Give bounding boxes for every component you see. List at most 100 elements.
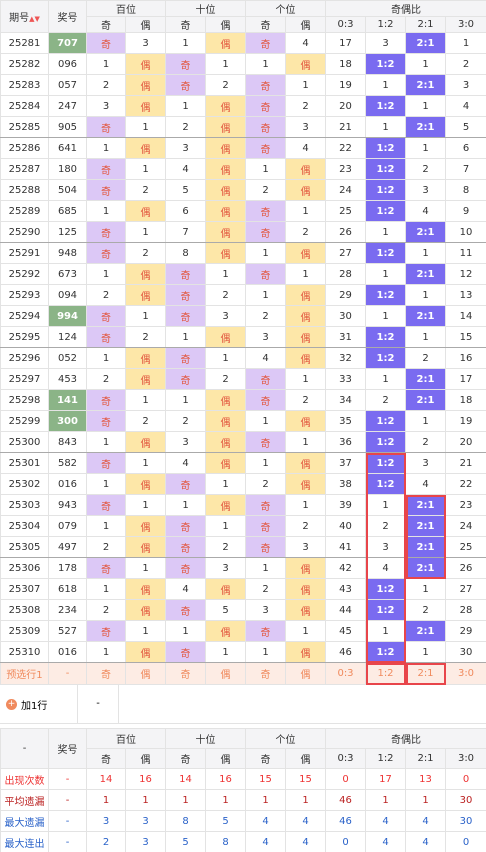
trend-cell: 1 bbox=[245, 284, 286, 306]
trend-cell: 1 bbox=[245, 242, 286, 264]
trend-cell: 偶 bbox=[125, 95, 166, 117]
issue-header[interactable]: 期号 bbox=[9, 13, 30, 24]
issue: 25300 bbox=[0, 431, 49, 453]
trend-cell: 奇 bbox=[245, 431, 286, 453]
trend-cell: 2:1 bbox=[405, 620, 446, 642]
trend-cell: 偶 bbox=[285, 557, 326, 579]
sub-header: 1:2 bbox=[365, 748, 406, 769]
trend-cell: 奇 bbox=[86, 452, 126, 474]
add-icon[interactable]: + bbox=[6, 698, 17, 710]
winning-number: 905 bbox=[48, 116, 87, 138]
trend-cell: 奇 bbox=[165, 557, 206, 579]
preselect-cell[interactable]: 偶 bbox=[125, 662, 166, 685]
sub-header: 奇 bbox=[86, 748, 126, 769]
stats-cell: 1 bbox=[205, 789, 246, 811]
stats-cell: 1 bbox=[165, 789, 206, 811]
stats-cell: 14 bbox=[86, 768, 126, 790]
trend-cell: 2 bbox=[86, 284, 126, 306]
trend-cell: 1 bbox=[285, 368, 326, 390]
trend-cell: 1 bbox=[365, 263, 406, 285]
trend-cell: 43 bbox=[325, 578, 366, 600]
winning-number: 943 bbox=[48, 494, 87, 516]
trend-cell: 1 bbox=[86, 200, 126, 222]
preselect-cell[interactable]: 偶 bbox=[205, 662, 246, 685]
trend-cell: 偶 bbox=[125, 578, 166, 600]
trend-cell: 偶 bbox=[205, 116, 246, 138]
stats-cell: 0 bbox=[445, 831, 486, 852]
issue: 25297 bbox=[0, 368, 49, 390]
winning-number: 504 bbox=[48, 179, 87, 201]
trend-cell: 1 bbox=[86, 137, 126, 159]
add-row-label[interactable]: 加1行 bbox=[21, 700, 48, 712]
trend-cell: 1:2 bbox=[365, 200, 406, 222]
trend-cell: 偶 bbox=[285, 158, 326, 180]
issue: 25307 bbox=[0, 578, 49, 600]
data-row: 25287 180 奇 1 4 偶 1 偶 23 1:2 2 7 bbox=[0, 158, 486, 180]
issue: 25308 bbox=[0, 599, 49, 621]
preselect-cell[interactable]: 3:0 bbox=[445, 662, 486, 685]
stats-number: - bbox=[48, 810, 87, 832]
preselect-cell[interactable]: 奇 bbox=[165, 662, 206, 685]
preselect-label[interactable]: 预选行1 bbox=[0, 662, 49, 685]
trend-cell: 46 bbox=[325, 641, 366, 663]
issue: 25306 bbox=[0, 557, 49, 579]
trend-cell: 3 bbox=[165, 431, 206, 453]
trend-cell: 1 bbox=[86, 578, 126, 600]
data-row: 25307 618 1 偶 4 偶 2 偶 43 1:2 1 27 bbox=[0, 578, 486, 600]
trend-cell: 2:1 bbox=[405, 116, 446, 138]
trend-cell: 7 bbox=[445, 158, 486, 180]
preselect-cell[interactable]: 奇 bbox=[86, 662, 126, 685]
sub-header: 奇 bbox=[165, 16, 206, 33]
trend-cell: 4 bbox=[445, 95, 486, 117]
trend-cell: 偶 bbox=[125, 368, 166, 390]
trend-cell: 偶 bbox=[125, 431, 166, 453]
stats-cell: 5 bbox=[165, 831, 206, 852]
sub-header: 偶 bbox=[125, 748, 166, 769]
trend-cell: 22 bbox=[445, 473, 486, 495]
preselect-cell[interactable]: 偶 bbox=[285, 662, 326, 685]
trend-cell: 1:2 bbox=[365, 284, 406, 306]
trend-cell: 1 bbox=[405, 284, 446, 306]
trend-cell: 5 bbox=[445, 116, 486, 138]
stats-cell: 3 bbox=[125, 810, 166, 832]
trend-cell: 1 bbox=[245, 53, 286, 75]
preselect-cell[interactable]: 1:2 bbox=[365, 662, 406, 685]
data-row: 25297 453 2 偶奇 2 奇 1 33 1 2:1 17 bbox=[0, 368, 486, 390]
trend-cell: 1 bbox=[125, 158, 166, 180]
trend-cell: 2:1 bbox=[405, 536, 446, 558]
trend-cell: 24 bbox=[445, 515, 486, 537]
trend-cell: 偶 bbox=[205, 389, 246, 411]
preselect-cell[interactable]: 0:3 bbox=[325, 662, 366, 685]
preselect-cell[interactable]: 2:1 bbox=[405, 662, 446, 685]
add-row-button[interactable]: + 加1行 bbox=[0, 685, 78, 723]
trend-cell: 3 bbox=[86, 95, 126, 117]
trend-cell: 1:2 bbox=[365, 158, 406, 180]
preselect-number[interactable]: - bbox=[48, 662, 87, 685]
winning-number: 016 bbox=[48, 641, 87, 663]
trend-cell: 12 bbox=[445, 263, 486, 285]
trend-cell: 11 bbox=[445, 242, 486, 264]
winning-number: 707 bbox=[48, 32, 87, 54]
trend-cell: 19 bbox=[325, 74, 366, 96]
trend-cell: 21 bbox=[325, 116, 366, 138]
trend-cell: 1:2 bbox=[365, 578, 406, 600]
trend-cell: 1 bbox=[125, 452, 166, 474]
data-row: 25305 497 2 偶奇 2 奇 3 41 3 2:1 25 bbox=[0, 536, 486, 558]
trend-cell: 2 bbox=[205, 536, 246, 558]
winning-number: 057 bbox=[48, 74, 87, 96]
trend-cell: 17 bbox=[445, 368, 486, 390]
trend-cell: 1 bbox=[165, 95, 206, 117]
trend-cell: 3 bbox=[445, 74, 486, 96]
preselect-row[interactable]: 预选行1- 奇偶奇偶奇偶 0:3 1:2 2:1 3:0 bbox=[0, 662, 486, 685]
trend-cell: 3 bbox=[205, 305, 246, 327]
add-row[interactable]: + 加1行 - bbox=[0, 685, 486, 724]
sort-icon[interactable]: ▲▼ bbox=[29, 15, 40, 23]
col-header[interactable]: 期号▲▼ bbox=[0, 0, 49, 33]
stats-number: - bbox=[48, 789, 87, 811]
group-header: 个位 bbox=[245, 0, 326, 17]
preselect-cell[interactable]: 奇 bbox=[245, 662, 286, 685]
stats-cell: 1 bbox=[405, 789, 446, 811]
stats-cell: 4 bbox=[405, 810, 446, 832]
trend-cell: 奇 bbox=[245, 137, 286, 159]
trend-cell: 1 bbox=[245, 410, 286, 432]
